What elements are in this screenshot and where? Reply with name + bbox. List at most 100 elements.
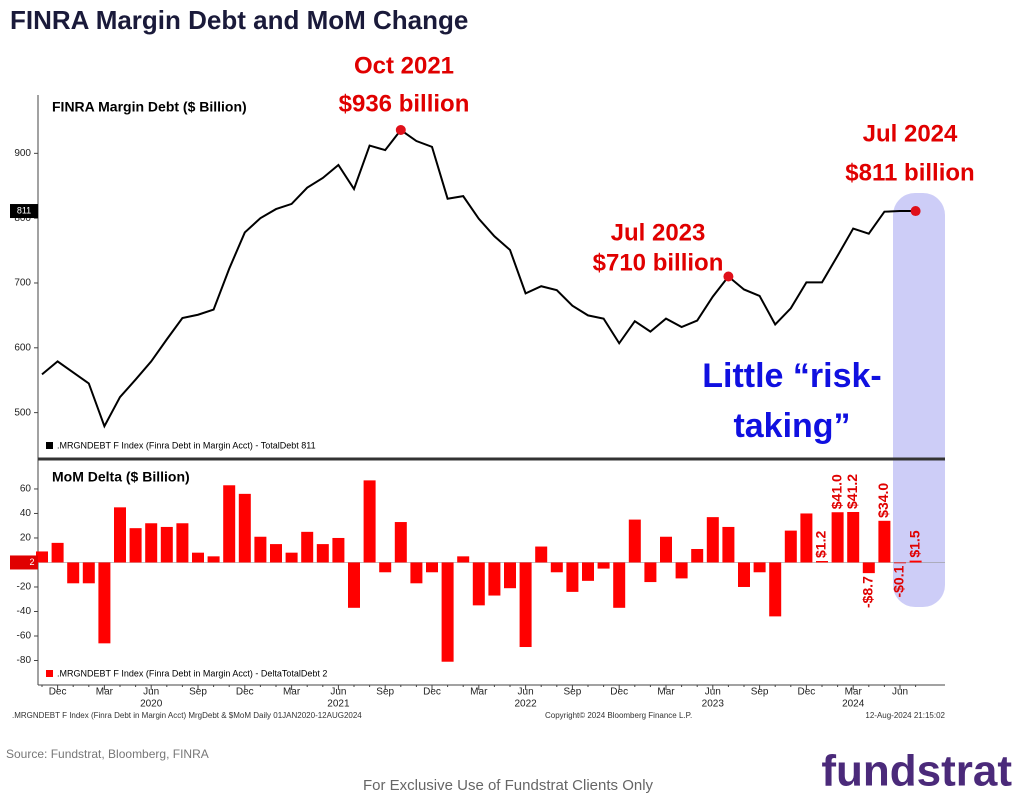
bar: [145, 523, 158, 563]
last-value-label: 2: [29, 557, 34, 567]
last-value-badge: [10, 204, 38, 219]
legend-text: .MRGNDEBT F Index (Finra Debt in Margin …: [57, 440, 316, 450]
x-tick-label: Sep: [189, 687, 207, 698]
bar: [847, 511, 860, 563]
bar: [114, 507, 126, 563]
bar: [410, 562, 423, 584]
footer: Copyright© 2024 Bloomberg Finance L.P.: [545, 711, 692, 720]
highlight-point: [395, 125, 406, 136]
annotation: Jul 2023: [611, 219, 706, 246]
x-tick-label: Mar: [96, 687, 114, 698]
bar: [285, 552, 298, 563]
x-tick-label: Dec: [49, 687, 67, 698]
last-value-badge: [10, 555, 38, 570]
x-tick-label: Mar: [845, 687, 863, 698]
y-tick-label: -40: [17, 606, 32, 617]
legend-text: .MRGNDEBT F Index (Finra Debt in Margin …: [57, 668, 327, 678]
bar: [82, 562, 95, 584]
bar: [457, 556, 470, 563]
x-tick-label: Jun: [892, 687, 908, 698]
bar: [426, 562, 438, 573]
bar: [628, 519, 641, 563]
x-tick-label: Mar: [657, 687, 675, 698]
annotation: $811 billion: [845, 159, 974, 186]
value-label: $41.0: [828, 474, 844, 509]
value-label: -$8.7: [860, 576, 876, 608]
x-year-label: 2022: [514, 699, 537, 710]
bar: [878, 520, 891, 563]
footer: .MRGNDEBT F Index (Finra Debt in Margin …: [12, 711, 362, 720]
bar: [550, 562, 563, 573]
value-label: $1.2: [813, 531, 829, 558]
value-label: $1.5: [906, 530, 922, 557]
y-tick-label: 700: [14, 278, 31, 289]
bar: [472, 562, 485, 606]
legend-swatch: [46, 442, 53, 449]
x-tick-label: Dec: [423, 687, 441, 698]
bar: [98, 562, 111, 644]
annotation: $710 billion: [593, 249, 724, 276]
bar: [332, 537, 345, 563]
highlight-point: [723, 271, 734, 282]
x-tick-label: Dec: [798, 687, 816, 698]
x-year-label: 2021: [327, 699, 350, 710]
bar: [363, 480, 376, 563]
highlight: [893, 193, 945, 607]
x-tick-label: Dec: [610, 687, 628, 698]
x-tick-label: Sep: [376, 687, 394, 698]
bar: [316, 544, 329, 563]
bar: [379, 562, 392, 573]
bar: [519, 562, 532, 648]
x-year-label: 2020: [140, 699, 163, 710]
x-year-label: 2024: [842, 699, 865, 710]
disclaimer: For Exclusive Use of Fundstrat Clients O…: [363, 777, 654, 794]
bar: [644, 562, 657, 583]
bar: [862, 562, 875, 574]
bar: [722, 526, 735, 563]
bar: [160, 526, 173, 563]
panel-title: MoM Delta ($ Billion): [52, 469, 190, 485]
y-tick-label: 40: [20, 508, 32, 519]
annotation: $936 billion: [339, 90, 470, 117]
bar: [566, 562, 579, 592]
bar: [129, 528, 142, 563]
bar: [348, 562, 360, 608]
bar: [582, 562, 594, 581]
bar: [691, 548, 704, 563]
bar: [207, 556, 220, 563]
bar: [816, 561, 828, 563]
bar: [706, 517, 719, 563]
value-label: -$0.1: [891, 565, 907, 597]
x-year-label: 2023: [702, 699, 725, 710]
y-tick-label: 600: [14, 342, 31, 353]
x-tick-label: Jun: [143, 687, 159, 698]
bar: [441, 562, 454, 662]
bar: [301, 531, 314, 563]
y-tick-label: 900: [14, 148, 31, 159]
y-tick-label: 500: [14, 407, 31, 418]
x-tick-label: Dec: [236, 687, 254, 698]
bar: [800, 513, 813, 563]
legend-swatch: [46, 670, 53, 677]
bar: [894, 562, 906, 564]
highlight-point: [910, 206, 921, 217]
callout: taking”: [733, 407, 850, 445]
bar: [238, 493, 251, 563]
panel-title: FINRA Margin Debt ($ Billion): [52, 99, 247, 115]
bar: [176, 523, 189, 563]
bar: [36, 551, 48, 563]
bar: [488, 562, 501, 596]
page-title: FINRA Margin Debt and MoM Change: [10, 5, 468, 35]
x-tick-label: Sep: [751, 687, 769, 698]
x-tick-label: Mar: [283, 687, 301, 698]
value-label: $41.2: [844, 474, 860, 509]
y-tick-label: -80: [17, 655, 32, 666]
bar: [784, 530, 797, 563]
x-tick-label: Sep: [564, 687, 582, 698]
bar: [738, 562, 750, 587]
bar: [223, 485, 236, 563]
bar: [51, 542, 64, 563]
x-tick-label: Jun: [518, 687, 534, 698]
